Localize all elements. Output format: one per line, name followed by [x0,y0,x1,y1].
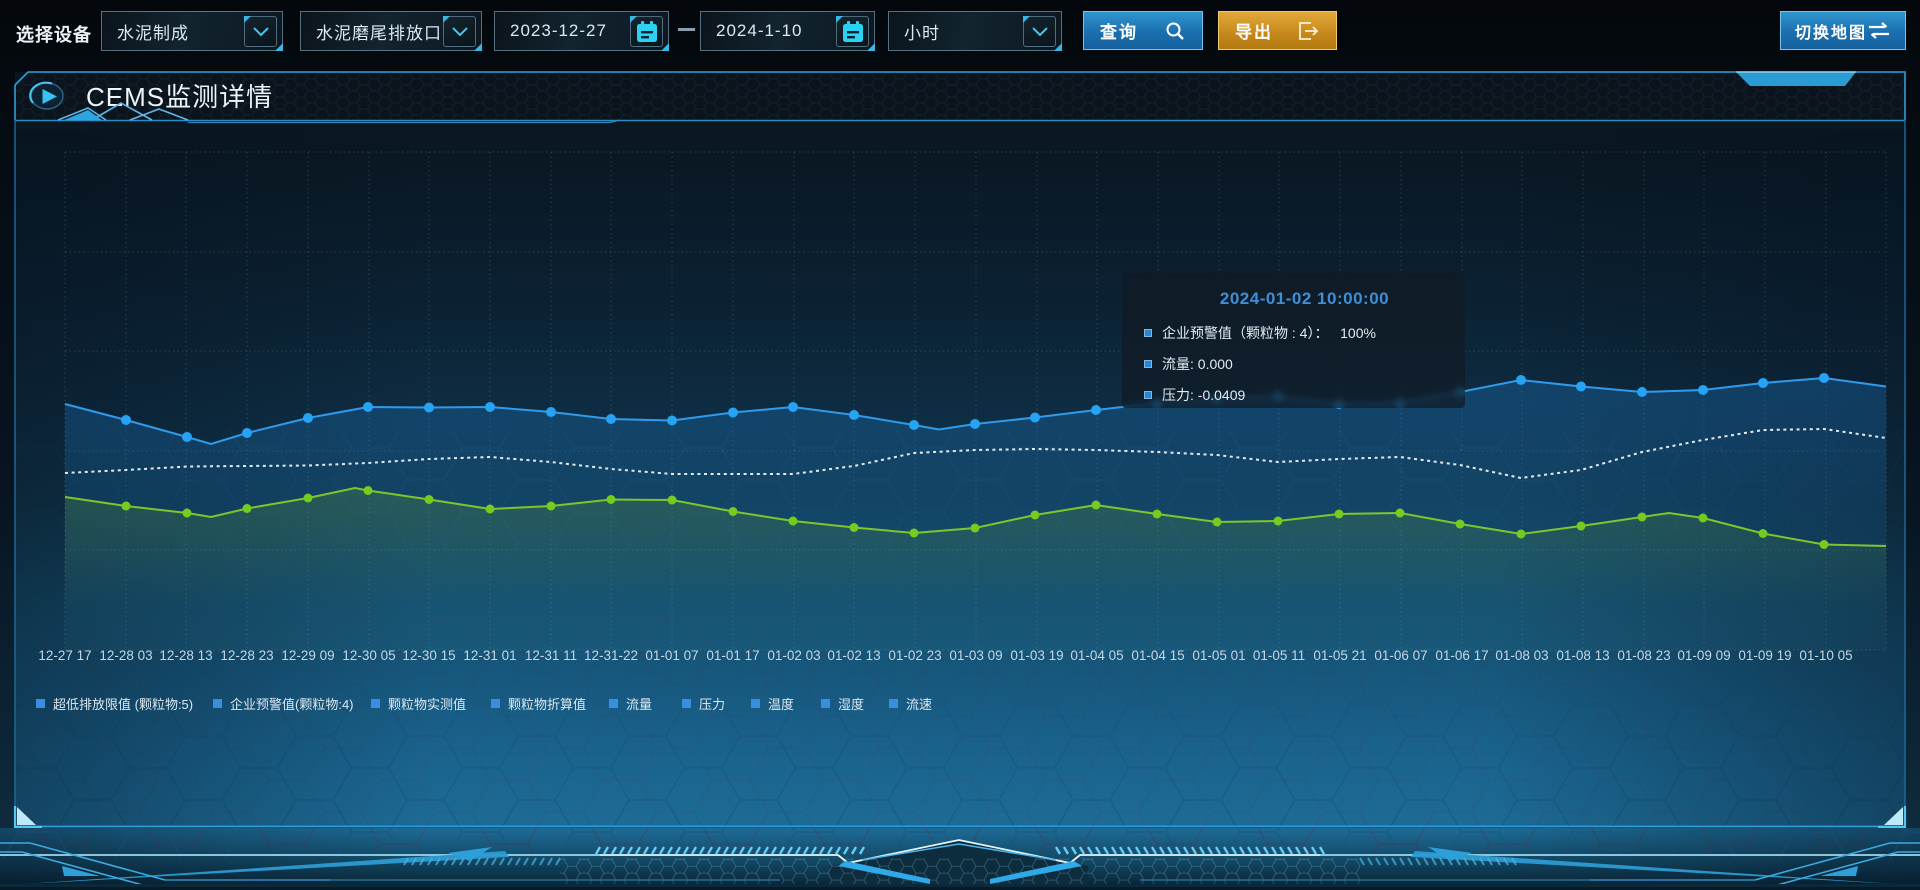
svg-text:12-28 03: 12-28 03 [99,648,152,663]
svg-text:01-06 17: 01-06 17 [1435,648,1488,663]
svg-text:12-30 15: 12-30 15 [402,648,455,663]
svg-text:01-05 01: 01-05 01 [1192,648,1245,663]
svg-text:01-06 07: 01-06 07 [1374,648,1427,663]
svg-text:01-09 19: 01-09 19 [1738,648,1791,663]
svg-text:压力: 压力 [699,697,725,712]
svg-text:12-28 13: 12-28 13 [159,648,212,663]
svg-text:湿度: 湿度 [838,697,864,712]
svg-text:01-08 03: 01-08 03 [1495,648,1548,663]
svg-text:01-02 13: 01-02 13 [827,648,880,663]
svg-text:12-31 11: 12-31 11 [525,648,577,663]
svg-text:01-09 09: 01-09 09 [1677,648,1730,663]
svg-text:超低排放限值 (颗粒物:5): 超低排放限值 (颗粒物:5) [53,697,193,712]
svg-text:企业预警值(颗粒物:4): 企业预警值(颗粒物:4) [230,697,354,712]
svg-text:01-04 15: 01-04 15 [1131,648,1184,663]
svg-text:12-30 05: 12-30 05 [342,648,395,663]
svg-text:01-04 05: 01-04 05 [1070,648,1123,663]
svg-text:流量: 流量 [626,697,652,712]
svg-text:12-31 01: 12-31 01 [463,648,516,663]
svg-text:12-29 09: 12-29 09 [281,648,334,663]
svg-text:01-05 21: 01-05 21 [1313,648,1366,663]
svg-text:01-08 13: 01-08 13 [1556,648,1609,663]
svg-text:01-01 07: 01-01 07 [645,648,698,663]
svg-text:01-03 09: 01-03 09 [949,648,1002,663]
svg-text:流速: 流速 [906,697,932,712]
svg-text:颗粒物实测值: 颗粒物实测值 [388,697,466,712]
svg-text:01-05 11: 01-05 11 [1253,648,1305,663]
svg-text:01-02 23: 01-02 23 [888,648,941,663]
svg-text:温度: 温度 [768,697,794,712]
svg-text:01-01 17: 01-01 17 [706,648,759,663]
svg-text:01-08 23: 01-08 23 [1617,648,1670,663]
svg-text:CEMS监测详情: CEMS监测详情 [86,82,273,112]
svg-text:12-27 17: 12-27 17 [38,648,91,663]
svg-text:01-03 19: 01-03 19 [1010,648,1063,663]
svg-text:01-02 03: 01-02 03 [767,648,820,663]
svg-text:12-28 23: 12-28 23 [220,648,273,663]
svg-text:颗粒物折算值: 颗粒物折算值 [508,697,586,712]
svg-text:01-10 05: 01-10 05 [1799,648,1852,663]
svg-text:12-31-22: 12-31-22 [584,648,638,663]
